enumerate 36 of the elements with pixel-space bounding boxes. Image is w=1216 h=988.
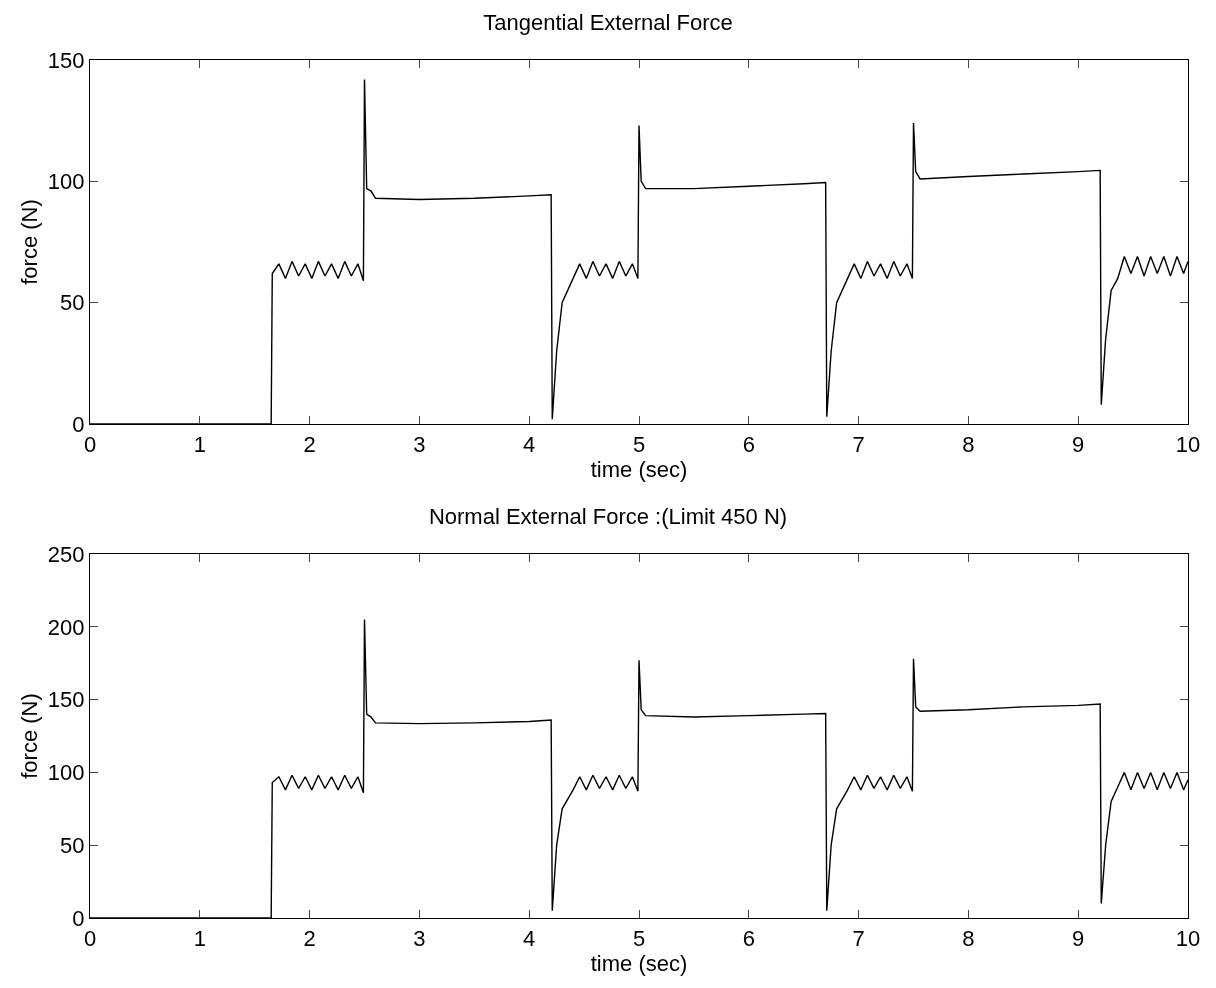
y-tick-label: 50 [59,832,85,858]
x-tick-label: 7 [852,925,865,951]
y-axis-title: force (N) [16,199,42,285]
y-axis-title: force (N) [16,693,42,779]
x-axis-title: time (sec) [590,456,688,482]
y-tick-label: 150 [47,47,85,73]
x-tick-label: 4 [523,431,536,457]
y-tick-label: 100 [47,760,85,786]
y-tick-label: 200 [47,614,85,640]
x-tick-label: 8 [962,431,975,457]
x-tick-label: 9 [1072,925,1085,951]
x-tick-label: 1 [193,431,206,457]
x-tick-label: 7 [852,431,865,457]
x-tick-label: 8 [962,925,975,951]
x-tick-label: 2 [303,925,316,951]
x-tick-label: 10 [1175,431,1201,457]
y-tick-label: 150 [47,687,85,713]
y-tick-label: 100 [47,169,85,195]
x-tick-label: 9 [1072,431,1085,457]
y-tick-label: 50 [59,290,85,316]
x-tick-label: 3 [413,925,426,951]
x-tick-label: 5 [632,925,646,951]
x-tick-label: 3 [413,431,426,457]
x-tick-label: 2 [303,431,316,457]
y-tick-label: 0 [72,905,85,931]
x-tick-label: 1 [193,925,206,951]
y-tick-label: 250 [47,541,85,567]
chart-title: Tangential External Force [483,10,733,36]
x-axis-title: time (sec) [590,950,688,976]
x-tick-label: 6 [742,925,755,951]
y-tick-label: 0 [72,411,85,437]
x-tick-label: 4 [523,925,536,951]
x-tick-label: 10 [1175,925,1201,951]
x-tick-label: 6 [742,431,755,457]
x-tick-label: 5 [632,431,646,457]
chart-title: Normal External Force :(Limit 450 N) [428,504,788,530]
